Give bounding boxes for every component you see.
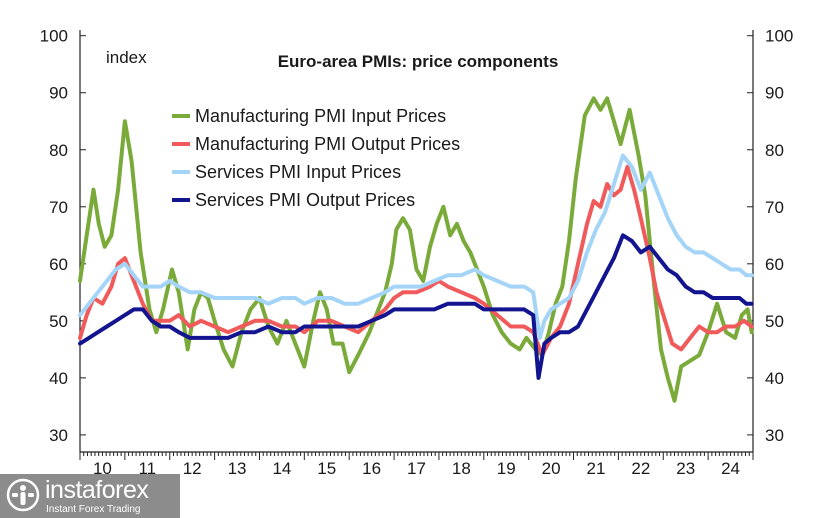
- unit-label: index: [106, 48, 147, 67]
- legend-label: Manufacturing PMI Output Prices: [195, 134, 460, 154]
- x-tick-label: 11: [138, 459, 156, 478]
- watermark-brand: instaforex: [45, 476, 149, 504]
- x-tick-label: 14: [272, 459, 291, 478]
- y-tick-label-left: 90: [49, 84, 68, 103]
- x-tick-label: 23: [676, 459, 695, 478]
- tick-labels: 30 30 40 40 50 50 60 60 70 70 80 80 90 90 100 100 10 11 12…: [40, 27, 794, 478]
- series-line-svc-output: [78, 233, 754, 380]
- legend-label: Manufacturing PMI Input Prices: [195, 106, 446, 126]
- y-tick-label-right: 80: [765, 141, 784, 160]
- x-tick-label: 19: [497, 459, 516, 478]
- series-lines: [78, 96, 754, 403]
- instaforex-logo-icon: [6, 478, 40, 512]
- series-line-mfg-output: [78, 164, 754, 358]
- x-tick-label: 16: [362, 459, 381, 478]
- legend-label: Services PMI Input Prices: [195, 162, 401, 182]
- watermark-tagline: Instant Forex Trading: [46, 504, 141, 515]
- legend-label: Services PMI Output Prices: [195, 190, 415, 210]
- y-tick-label-left: 40: [49, 369, 68, 388]
- series-line-mfg-input: [78, 96, 754, 403]
- y-tick-label-right: 60: [765, 255, 784, 274]
- y-tick-label-left: 50: [49, 312, 68, 331]
- y-tick-label-left: 30: [49, 426, 68, 445]
- x-tick-label: 22: [631, 459, 650, 478]
- x-tick-label: 18: [452, 459, 471, 478]
- y-tick-label-right: 70: [765, 198, 784, 217]
- x-tick-label: 15: [317, 459, 336, 478]
- y-tick-label-right: 30: [765, 426, 784, 445]
- y-tick-label-right: 100: [765, 27, 793, 46]
- y-tick-label-right: 40: [765, 369, 784, 388]
- series-line-svc-input: [78, 153, 754, 340]
- watermark: instaforex Instant Forex Trading: [0, 474, 180, 518]
- x-tick-label: 10: [93, 459, 112, 478]
- y-tick-label-left: 100: [40, 27, 68, 46]
- y-tick-label-left: 80: [49, 141, 68, 160]
- y-tick-label-left: 70: [49, 198, 68, 217]
- x-tick-label: 17: [407, 459, 426, 478]
- axes: [79, 30, 754, 453]
- x-tick-label: 20: [542, 459, 561, 478]
- chart-title: Euro-area PMIs: price components: [278, 52, 559, 71]
- x-tick-label: 12: [183, 459, 202, 478]
- legend: Manufacturing PMI Input Prices Manufactur…: [172, 106, 460, 210]
- y-tick-label-right: 50: [765, 312, 784, 331]
- x-tick-label: 21: [587, 459, 606, 478]
- y-tick-label-right: 90: [765, 84, 784, 103]
- x-tick-label: 13: [228, 459, 247, 478]
- x-tick-label: 24: [721, 459, 740, 478]
- y-tick-label-left: 60: [49, 255, 68, 274]
